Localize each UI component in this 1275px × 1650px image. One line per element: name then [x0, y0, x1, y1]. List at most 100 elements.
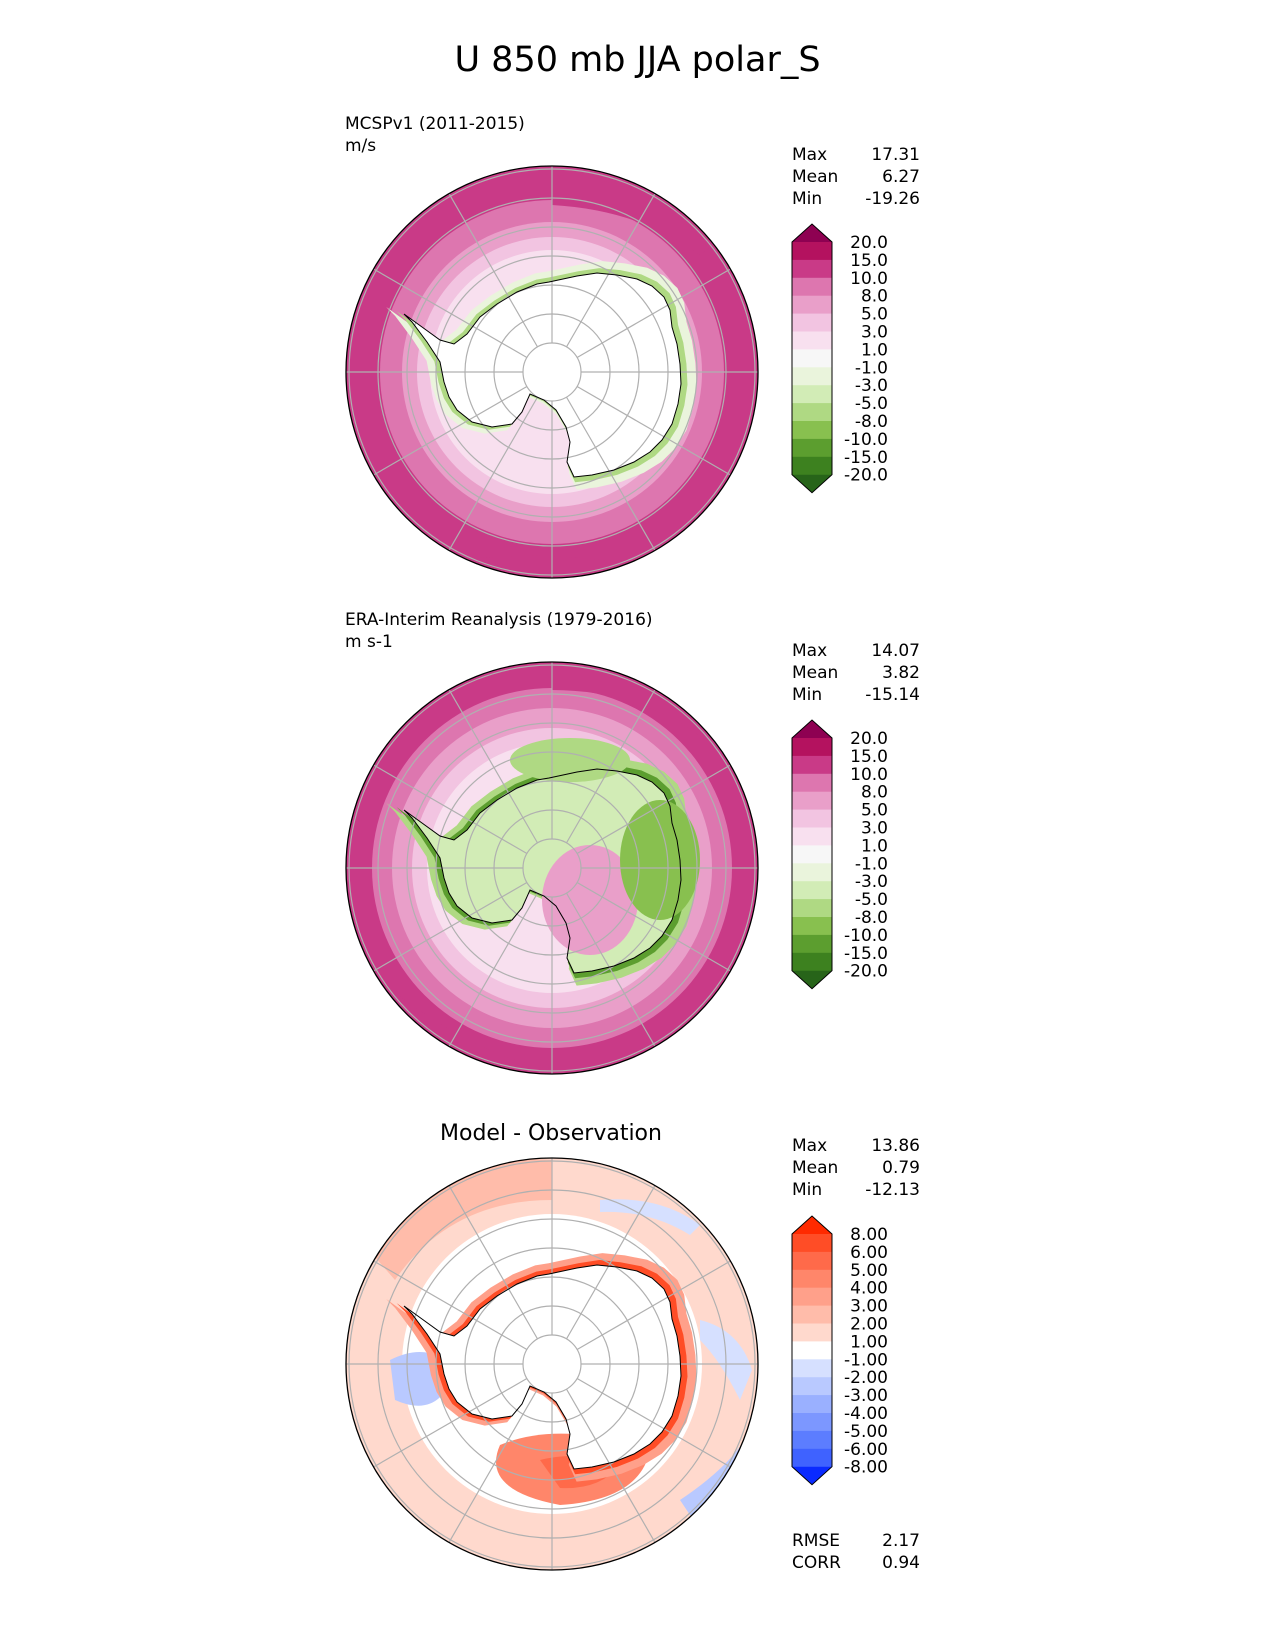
- stat-label: Max: [792, 641, 828, 661]
- colorbar-segment: [792, 1395, 832, 1414]
- colorbar-tick-label: -10.0: [844, 926, 888, 946]
- colorbar-tick-label: 2.00: [850, 1315, 888, 1335]
- colorbar-tick-label: 3.00: [850, 1297, 888, 1317]
- colorbar-tick-label: 15.0: [850, 251, 888, 271]
- colorbar-segment: [792, 1413, 832, 1432]
- map-field: [346, 166, 758, 578]
- longitude-line: [565, 892, 656, 1047]
- colorbar-segment: [792, 755, 832, 775]
- colorbar-segment: [792, 952, 832, 972]
- colorbar-tick-label: 5.0: [861, 305, 888, 325]
- stat-max: Max 14.07: [792, 640, 920, 662]
- stat-mean: Mean 0.79: [792, 1157, 920, 1179]
- colorbar-segment: [792, 1448, 832, 1468]
- colorbar-segment: [792, 259, 832, 279]
- stat-mean: Mean 3.82: [792, 662, 920, 684]
- colorbar-tick-label: 4.00: [850, 1279, 888, 1299]
- stat-value: -19.26: [865, 189, 920, 209]
- colorbar-segment: [792, 295, 832, 315]
- continent-fill: [404, 273, 681, 477]
- longitude-line: [373, 881, 528, 972]
- field-region: [552, 175, 720, 255]
- longitude-line: [373, 1377, 528, 1468]
- colorbar-tick-label: -3.0: [855, 376, 888, 396]
- panel-reference-units: m s-1: [345, 632, 393, 652]
- colorbar-extend-top: [792, 1216, 832, 1234]
- longitude-line: [576, 764, 731, 855]
- panel-test-units: m/s: [345, 136, 377, 156]
- stat-label: Max: [792, 145, 828, 165]
- stat-value: 6.27: [882, 167, 920, 187]
- colorbar-segment: [792, 881, 832, 900]
- colorbar-segment: [792, 827, 832, 846]
- stat-max: Max 17.31: [792, 144, 920, 166]
- stat-corr: CORR 0.94: [792, 1552, 920, 1574]
- colorbar-tick-label: 5.0: [861, 801, 888, 821]
- colorbar-tick-label: -1.0: [855, 358, 888, 378]
- colorbar-tick-label: -2.00: [844, 1368, 888, 1388]
- stat-value: 13.86: [871, 1136, 920, 1156]
- map-panel-difference: [345, 1157, 759, 1571]
- colorbar-extend-bottom: [792, 474, 832, 493]
- colorbar-segment: [792, 845, 832, 864]
- stat-label: Mean: [792, 1158, 839, 1178]
- colorbar-tick-label: -1.0: [855, 854, 888, 874]
- colorbar-segment: [792, 1359, 832, 1378]
- stat-label: CORR: [792, 1553, 841, 1573]
- colorbar-segment: [792, 934, 832, 954]
- stat-label: Mean: [792, 167, 839, 187]
- panel-difference-stats: Max 13.86 Mean 0.79 Min -12.13: [792, 1135, 920, 1201]
- colorbar-segment: [792, 809, 832, 828]
- colorbar-tick-label: -10.0: [844, 430, 888, 450]
- colorbar-segment: [792, 277, 832, 297]
- stat-min: Min -15.14: [792, 684, 920, 706]
- colorbar-segment: [792, 1269, 832, 1289]
- stat-rmse: RMSE 2.17: [792, 1530, 920, 1552]
- colorbar-segment: [792, 1287, 832, 1307]
- colorbar-segment: [792, 1234, 832, 1253]
- colorbar-tick-label: 10.0: [850, 269, 888, 289]
- panel-difference-metrics: RMSE 2.17 CORR 0.94: [792, 1530, 920, 1574]
- stat-min: Min -12.13: [792, 1179, 920, 1201]
- colorbar-extend-bottom: [792, 970, 832, 989]
- field-region: [510, 738, 630, 782]
- colorbar-segment: [792, 349, 832, 368]
- stat-value: 14.07: [871, 641, 920, 661]
- longitude-line: [576, 268, 731, 359]
- colorbar-segment: [792, 242, 832, 261]
- colorbar-tick-label: 8.00: [850, 1225, 888, 1245]
- longitude-line: [576, 1377, 731, 1468]
- colorbar-segment: [792, 331, 832, 350]
- longitude-line: [373, 764, 528, 855]
- figure-title: U 850 mb JJA polar_S: [454, 40, 821, 80]
- coastline: [403, 768, 682, 974]
- longitude-line: [565, 1185, 656, 1340]
- colorbar-segment: [792, 421, 832, 440]
- colorbar-tick-label: -8.0: [855, 908, 888, 928]
- stat-label: Min: [792, 1180, 823, 1200]
- colorbar-tick-label: 5.00: [850, 1261, 888, 1281]
- colorbar-segment: [792, 403, 832, 422]
- colorbar-segment: [792, 385, 832, 404]
- colorbar-tick-label: 3.0: [861, 819, 888, 839]
- map-boundary: [345, 1157, 759, 1571]
- longitude-line: [565, 689, 656, 844]
- colorbar-segment: [792, 773, 832, 793]
- colorbar-tick-label: -5.0: [855, 890, 888, 910]
- field-region: [542, 845, 638, 955]
- panel-reference-stats: Max 14.07 Mean 3.82 Min -15.14: [792, 640, 920, 706]
- colorbar-tick-label: 1.0: [861, 340, 888, 360]
- colorbar-difference: 8.006.005.004.003.002.001.00-1.00-2.00-3…: [791, 1215, 888, 1486]
- panel-reference-name: ERA-Interim Reanalysis (1979-2016): [345, 610, 653, 630]
- colorbar-outline: [791, 223, 833, 494]
- longitude-line: [373, 268, 528, 359]
- longitude-line: [373, 385, 528, 476]
- colorbar-outline: [791, 1215, 833, 1486]
- longitude-line: [373, 1260, 528, 1351]
- longitude-line: [576, 881, 731, 972]
- colorbar-tick-label: -6.00: [844, 1440, 888, 1460]
- colorbar-tick-label: 6.00: [850, 1243, 888, 1263]
- colorbar-reference: 20.015.010.08.05.03.01.0-1.0-3.0-5.0-8.0…: [791, 719, 888, 990]
- panel-test-stats: Max 17.31 Mean 6.27 Min -19.26: [792, 144, 920, 210]
